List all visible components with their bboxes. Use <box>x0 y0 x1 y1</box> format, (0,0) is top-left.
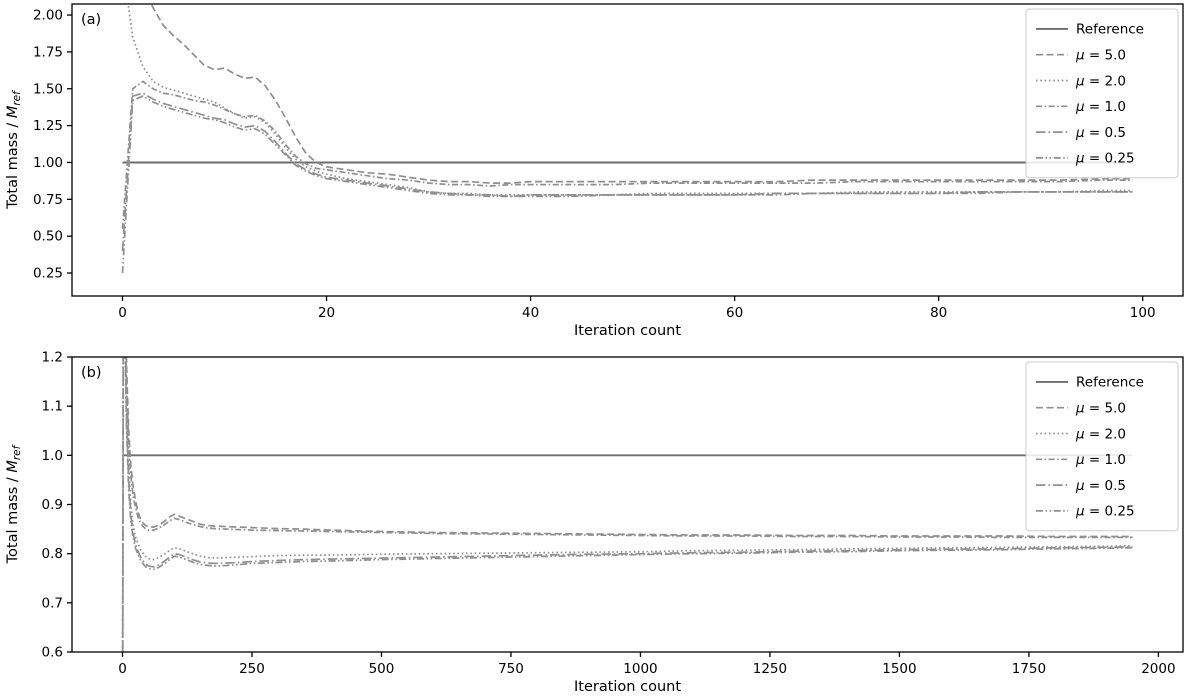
y-axis-b: 0.6 0.7 0.8 0.9 1.0 1.1 1.2 Total mass / Mref <box>5 350 72 661</box>
panel-label-b: (b) <box>81 365 102 381</box>
y-tick-label: 0.50 <box>33 229 63 245</box>
legend-label: μ = 0.25 <box>1075 151 1135 167</box>
line-dashed-a <box>150 4 1133 184</box>
x-tick-label: 500 <box>369 661 395 677</box>
series-group-a <box>121 4 1133 274</box>
y-tick-label: 0.6 <box>42 645 63 661</box>
line-longdashdot-a <box>121 92 1133 251</box>
x-tick-label: 1250 <box>753 661 787 677</box>
legend-box-a <box>1025 8 1179 179</box>
legend-label: μ = 5.0 <box>1075 48 1126 64</box>
x-axis-title-b: Iteration count <box>574 679 681 695</box>
axes-a: 0 20 40 60 80 100 Iteration count 0.25 0.50 0.75 1… <box>5 3 1184 339</box>
legend-box-b <box>1025 361 1179 532</box>
legend-label: μ = 5.0 <box>1075 401 1126 417</box>
x-tick-label: 2000 <box>1141 661 1175 677</box>
x-axis-a: 0 20 40 60 80 100 Iteration count <box>118 296 1156 339</box>
x-tick-label: 100 <box>1130 305 1156 321</box>
axes-frame-b <box>71 356 1184 653</box>
y-tick-label: 0.25 <box>33 266 63 282</box>
x-tick-label: 1500 <box>882 661 916 677</box>
x-tick-label: 250 <box>239 661 265 677</box>
x-tick-label: 20 <box>318 305 335 321</box>
y-tick-label: 0.9 <box>42 497 63 513</box>
panel-label-a: (a) <box>81 12 101 28</box>
line-dashed-b <box>125 357 1133 538</box>
x-tick-label: 750 <box>498 661 524 677</box>
x-axis-b: 0 250 500 750 1000 1250 1500 1750 2000 Iteration … <box>118 652 1176 695</box>
x-tick-label: 0 <box>118 661 127 677</box>
y-tick-label: 1.50 <box>33 81 63 97</box>
y-axis-title-b: Total mass / Mref <box>5 443 23 564</box>
legend-label: μ = 1.0 <box>1075 99 1126 115</box>
x-tick-label: 0 <box>118 305 127 321</box>
y-axis-title-a: Total mass / Mref <box>5 89 23 210</box>
legend-label: μ = 2.0 <box>1075 73 1126 89</box>
line-longdashdot-b <box>121 357 1133 652</box>
axes-b: 0 250 500 750 1000 1250 1500 1750 2000 Iteration … <box>5 350 1184 695</box>
axes-frame-a <box>71 3 1184 297</box>
y-tick-label: 1.00 <box>33 155 63 171</box>
legend-label: μ = 0.5 <box>1075 125 1126 141</box>
line-dashdot-b <box>121 357 1133 652</box>
y-tick-label: 1.2 <box>42 350 63 366</box>
x-tick-label: 1000 <box>623 661 657 677</box>
y-axis-a: 0.25 0.50 0.75 1.00 1.25 1.50 1.75 2.00 Total ma… <box>5 8 72 282</box>
y-tick-label: 0.75 <box>33 192 63 208</box>
x-tick-label: 60 <box>726 305 743 321</box>
x-tick-label: 80 <box>930 305 947 321</box>
y-tick-label: 0.7 <box>42 595 63 611</box>
x-tick-label: 40 <box>522 305 539 321</box>
y-tick-label: 1.75 <box>33 44 63 60</box>
y-tick-label: 0.8 <box>42 546 63 562</box>
legend-label: μ = 0.5 <box>1075 478 1126 494</box>
legend-label: μ = 0.25 <box>1075 504 1135 520</box>
legend-label: μ = 2.0 <box>1075 426 1126 442</box>
legend-a: Reference μ = 5.0 μ = 2.0 μ = 1.0 μ = 0.5 μ =… <box>1025 8 1179 179</box>
series-group-b <box>121 357 1133 652</box>
x-tick-label: 1750 <box>1012 661 1046 677</box>
y-tick-label: 2.00 <box>33 8 63 24</box>
legend-label: μ = 1.0 <box>1075 452 1126 468</box>
y-tick-label: 1.25 <box>33 118 63 134</box>
y-tick-label: 1.0 <box>42 448 63 464</box>
x-axis-title-a: Iteration count <box>574 323 681 339</box>
legend-label: Reference <box>1076 22 1144 38</box>
line-dashdotdot-a <box>121 95 1133 274</box>
line-dotted-b <box>124 357 1133 561</box>
y-tick-label: 1.1 <box>42 399 63 415</box>
line-dashdot-a <box>121 80 1133 229</box>
line-dashdotdot-b <box>121 357 1133 652</box>
legend-b: Reference μ = 5.0 μ = 2.0 μ = 1.0 μ = 0.5 μ =… <box>1025 361 1179 532</box>
legend-label: Reference <box>1076 375 1144 391</box>
